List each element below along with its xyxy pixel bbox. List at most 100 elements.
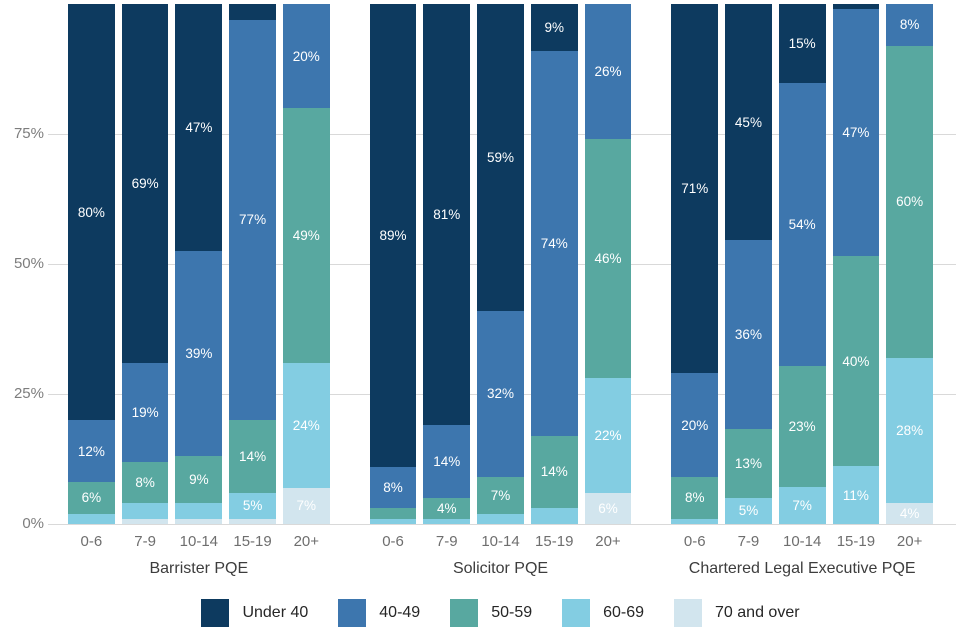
segment-50-59[interactable]: 13%	[725, 429, 772, 498]
segment-50-59[interactable]: 14%	[229, 419, 276, 493]
segment-70-and-over[interactable]: 6%	[584, 492, 632, 524]
legend-item-70-and-over[interactable]: 70 and over	[674, 599, 800, 627]
segment-40-49[interactable]: 74%	[530, 50, 578, 436]
segment-under-40[interactable]: 71%	[671, 4, 719, 374]
segment-40-49[interactable]: 14%	[423, 425, 471, 498]
segment-60-69[interactable]	[369, 518, 417, 524]
segment-60-69[interactable]	[423, 518, 471, 524]
stacked-bar-chartered-legal-executive-pqe-10-14[interactable]: 15% 54% 23% 7%	[778, 4, 826, 524]
segment-40-49[interactable]: 20%	[671, 373, 719, 478]
group-title-solicitor-pqe: Solicitor PQE	[452, 560, 549, 577]
segment-40-49[interactable]: 20%	[282, 4, 330, 108]
category-label-0-6: 0-6	[382, 533, 404, 550]
legend-item-60-69[interactable]: 60-69	[562, 599, 644, 627]
segment-70-and-over[interactable]	[175, 518, 223, 524]
segment-40-49[interactable]: 26%	[584, 4, 632, 140]
segment-50-59[interactable]: 4%	[423, 497, 471, 519]
legend-swatch-60-69	[562, 599, 591, 627]
segment-40-49[interactable]: 32%	[477, 310, 524, 478]
segment-40-49[interactable]: 19%	[121, 362, 169, 462]
segment-40-49[interactable]: 47%	[832, 9, 880, 257]
segment-value-label: 8%	[383, 480, 403, 496]
segment-60-69[interactable]: 24%	[282, 362, 330, 488]
segment-50-59[interactable]: 7%	[477, 477, 524, 514]
segment-40-49[interactable]: 77%	[229, 19, 276, 420]
stacked-bar-barrister-pqe-10-14[interactable]: 47% 39% 9%	[175, 4, 223, 524]
segment-70-and-over[interactable]	[121, 518, 169, 524]
segment-60-69[interactable]: 5%	[725, 497, 772, 524]
group-title-chartered-legal-executive-pqe: Chartered Legal Executive PQE	[688, 560, 916, 577]
stacked-bar-barrister-pqe-20[interactable]: 20% 49% 24% 7%	[282, 4, 330, 524]
segment-under-40[interactable]: 15%	[778, 4, 826, 83]
segment-60-69[interactable]: 7%	[778, 487, 826, 524]
segment-under-40[interactable]: 81%	[423, 4, 471, 426]
segment-70-and-over[interactable]: 7%	[282, 487, 330, 524]
stacked-bar-solicitor-pqe-0-6[interactable]: 89% 8%	[369, 4, 417, 524]
segment-60-69[interactable]	[477, 513, 524, 524]
segment-60-69[interactable]	[121, 503, 169, 519]
legend-item-under-40[interactable]: Under 40	[201, 599, 308, 627]
y-axis-tick-label: 50%	[13, 255, 44, 272]
segment-40-49[interactable]: 54%	[778, 82, 826, 367]
segment-50-59[interactable]: 49%	[282, 108, 330, 363]
segment-40-49[interactable]: 39%	[175, 250, 223, 456]
bar-group-chartered-legal-executive-pqe: 71% 20% 8% 45% 36% 13% 5% 15% 54% 23% 7% 47% 40% 11% 8…	[671, 4, 934, 524]
category-label-15-19: 15-19	[233, 533, 272, 550]
segment-value-label: 14%	[433, 454, 461, 470]
stacked-bar-solicitor-pqe-15-19[interactable]: 9% 74% 14%	[530, 4, 578, 524]
segment-under-40[interactable]: 69%	[121, 4, 169, 363]
segment-50-59[interactable]: 8%	[121, 461, 169, 504]
segment-60-69[interactable]	[175, 502, 223, 519]
segment-40-49[interactable]: 8%	[886, 4, 934, 46]
segment-60-69[interactable]: 28%	[886, 357, 934, 504]
segment-60-69[interactable]: 22%	[584, 378, 632, 493]
segment-under-40[interactable]	[832, 4, 880, 10]
segment-50-59[interactable]	[369, 508, 417, 519]
segment-40-49[interactable]: 36%	[725, 240, 772, 430]
stacked-bar-solicitor-pqe-20[interactable]: 26% 46% 22% 6%	[584, 4, 632, 524]
segment-70-and-over[interactable]	[229, 518, 276, 524]
segment-60-69[interactable]: 11%	[832, 466, 880, 524]
segment-value-label: 81%	[433, 207, 461, 223]
stacked-bar-solicitor-pqe-7-9[interactable]: 81% 14% 4%	[423, 4, 471, 524]
stacked-bar-chartered-legal-executive-pqe-0-6[interactable]: 71% 20% 8%	[671, 4, 719, 524]
segment-under-40[interactable]: 45%	[725, 4, 772, 241]
stacked-bar-solicitor-pqe-10-14[interactable]: 59% 32% 7%	[477, 4, 524, 524]
legend-item-40-49[interactable]: 40-49	[338, 599, 420, 627]
segment-50-59[interactable]: 23%	[778, 366, 826, 488]
legend-label: 70 and over	[715, 604, 800, 621]
gridline-0%	[48, 524, 956, 525]
segment-value-label: 7%	[490, 487, 511, 503]
segment-50-59[interactable]: 14%	[530, 435, 578, 509]
segment-50-59[interactable]: 8%	[671, 477, 719, 519]
category-label-0-6: 0-6	[683, 533, 706, 550]
stacked-bar-barrister-pqe-0-6[interactable]: 80% 12% 6%	[68, 4, 115, 524]
segment-value-label: 60%	[896, 194, 924, 210]
stacked-bar-chartered-legal-executive-pqe-7-9[interactable]: 45% 36% 13% 5%	[725, 4, 772, 524]
segment-under-40[interactable]: 89%	[369, 4, 417, 467]
segment-60-69[interactable]	[671, 518, 719, 524]
segment-under-40[interactable]: 9%	[530, 4, 578, 51]
stacked-bar-chartered-legal-executive-pqe-20[interactable]: 8% 60% 28% 4%	[886, 4, 934, 524]
segment-60-69[interactable]: 5%	[229, 492, 276, 519]
segment-50-59[interactable]: 40%	[832, 256, 880, 467]
segment-under-40[interactable]: 59%	[477, 4, 524, 311]
segment-under-40[interactable]	[229, 4, 276, 20]
segment-60-69[interactable]	[68, 513, 115, 524]
segment-50-59[interactable]: 46%	[584, 139, 632, 379]
segment-40-49[interactable]: 12%	[68, 420, 115, 483]
segment-40-49[interactable]: 8%	[369, 466, 417, 509]
segment-under-40[interactable]: 47%	[175, 4, 223, 251]
segment-70-and-over[interactable]: 4%	[886, 503, 934, 524]
segment-50-59[interactable]: 60%	[886, 45, 934, 358]
segment-value-label: 11%	[842, 487, 869, 503]
y-axis-tick-label: 0%	[22, 515, 44, 532]
legend-item-50-59[interactable]: 50-59	[450, 599, 532, 627]
stacked-bar-chartered-legal-executive-pqe-15-19[interactable]: 47% 40% 11%	[832, 4, 880, 524]
segment-under-40[interactable]: 80%	[68, 4, 115, 420]
segment-60-69[interactable]	[530, 508, 578, 524]
stacked-bar-barrister-pqe-7-9[interactable]: 69% 19% 8%	[121, 4, 169, 524]
segment-50-59[interactable]: 6%	[68, 482, 115, 514]
stacked-bar-barrister-pqe-15-19[interactable]: 77% 14% 5%	[229, 4, 276, 524]
segment-50-59[interactable]: 9%	[175, 455, 223, 503]
